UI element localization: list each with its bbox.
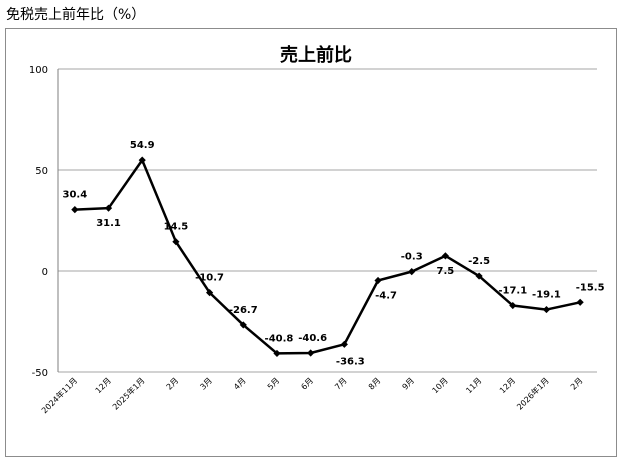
data-point [340, 340, 348, 348]
data-label: 31.1 [96, 218, 121, 229]
data-label: -4.7 [375, 290, 397, 301]
y-tick-label: 0 [42, 267, 48, 278]
data-point [172, 238, 180, 246]
data-point [475, 272, 483, 280]
data-point [205, 289, 214, 297]
data-point [71, 205, 79, 214]
x-tick-label: 8月 [367, 376, 383, 392]
data-point [441, 252, 450, 260]
data-label: -15.5 [576, 282, 605, 293]
x-tick-label: 2月 [569, 376, 585, 392]
series-line [74, 158, 581, 355]
data-point [542, 305, 551, 314]
data-label: -0.3 [401, 252, 423, 263]
y-tick-label: 50 [35, 166, 48, 177]
data-label: -19.1 [532, 290, 561, 301]
data-point [138, 156, 146, 164]
x-tick-label: 6月 [299, 376, 315, 392]
chart-title: 売上前比 [280, 44, 352, 66]
data-label: -17.1 [498, 286, 527, 297]
data-label: -2.5 [468, 256, 490, 267]
data-point [239, 321, 247, 329]
data-point [104, 204, 113, 212]
x-tick-label: 10月 [431, 376, 450, 395]
y-tick-label: 100 [29, 65, 48, 76]
data-point [408, 268, 416, 276]
data-label: 14.5 [164, 222, 189, 233]
x-tick-label: 2026年1月 [515, 375, 551, 411]
x-tick-label: 4月 [232, 376, 248, 392]
x-tick-label: 2025年1月 [110, 375, 146, 411]
data-label: -26.7 [229, 305, 258, 316]
x-tick-label: 2024年11月 [39, 375, 79, 415]
data-point [576, 298, 584, 306]
data-label: -36.3 [336, 356, 365, 367]
data-label: -40.6 [298, 333, 327, 344]
x-tick-label: 11月 [464, 376, 483, 395]
x-tick-label: 7月 [333, 376, 349, 392]
data-point [273, 349, 281, 358]
page-heading: 免税売上前年比（%） [6, 7, 146, 23]
y-tick-label: -50 [32, 368, 48, 379]
data-label: -40.8 [265, 333, 294, 344]
x-tick-label: 5月 [266, 376, 282, 392]
x-tick-label: 9月 [401, 376, 417, 392]
data-point [307, 349, 315, 357]
x-tick-label: 12月 [94, 376, 113, 395]
x-tick-label: 12月 [498, 376, 517, 395]
data-label: 30.4 [63, 190, 88, 201]
chart-frame [5, 28, 617, 457]
data-label: 54.9 [130, 140, 155, 151]
data-label: -10.7 [195, 273, 224, 284]
data-label: 7.5 [437, 266, 455, 277]
data-point [374, 276, 382, 285]
data-point [509, 301, 517, 310]
x-tick-label: 2月 [165, 376, 181, 392]
x-tick-label: 3月 [198, 376, 214, 392]
